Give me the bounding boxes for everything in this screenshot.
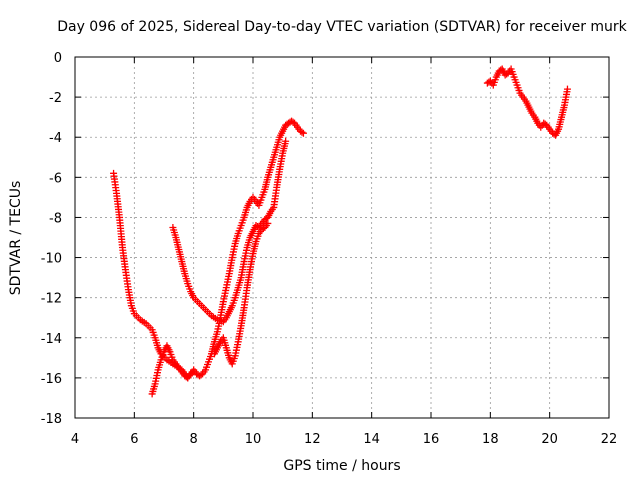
data-point-marker xyxy=(190,368,198,376)
x-tick-label: 8 xyxy=(190,432,198,447)
data-point-marker xyxy=(299,129,307,137)
y-axis-label: SDTVAR / TECUs xyxy=(8,181,24,296)
series-track-1 xyxy=(110,117,307,382)
series-track-5 xyxy=(483,65,571,139)
plot-frame xyxy=(74,56,610,419)
tick-marks xyxy=(74,56,610,419)
y-tick-label: -18 xyxy=(41,412,62,427)
x-tick-label: 10 xyxy=(245,432,262,447)
x-tick-label: 18 xyxy=(482,432,499,447)
y-tick-label: -4 xyxy=(49,131,62,146)
data-points xyxy=(110,65,571,398)
y-tick-label: -2 xyxy=(49,91,62,106)
series-track-3 xyxy=(169,137,290,326)
data-point-marker xyxy=(188,369,196,377)
y-tick-label: -16 xyxy=(41,372,62,387)
chart-title: Day 096 of 2025, Sidereal Day-to-day VTE… xyxy=(57,19,627,35)
data-point-marker xyxy=(264,219,272,227)
tick-labels: 4 6 8 10 12 14 16 18 20 22 0 -2 -4 -6 -8 -10 -12 -14 -16 -1… xyxy=(41,51,618,447)
y-tick-label: -6 xyxy=(49,171,62,186)
series-track-2 xyxy=(148,342,198,398)
y-tick-label: -10 xyxy=(41,252,62,267)
data-point-marker xyxy=(563,85,571,93)
data-point-marker xyxy=(298,128,306,136)
x-tick-label: 6 xyxy=(130,432,138,447)
y-tick-label: -14 xyxy=(41,332,62,347)
x-tick-label: 4 xyxy=(71,432,79,447)
x-tick-label: 20 xyxy=(541,432,558,447)
data-point-marker xyxy=(282,137,290,145)
y-tick-label: -12 xyxy=(41,292,62,307)
series-track-4 xyxy=(210,219,272,368)
x-tick-label: 12 xyxy=(304,432,321,447)
x-tick-label: 16 xyxy=(423,432,440,447)
y-tick-label: 0 xyxy=(54,51,62,66)
x-axis-label: GPS time / hours xyxy=(283,458,400,474)
x-tick-label: 22 xyxy=(601,432,618,447)
x-tick-label: 14 xyxy=(363,432,380,447)
y-tick-label: -8 xyxy=(49,211,62,226)
